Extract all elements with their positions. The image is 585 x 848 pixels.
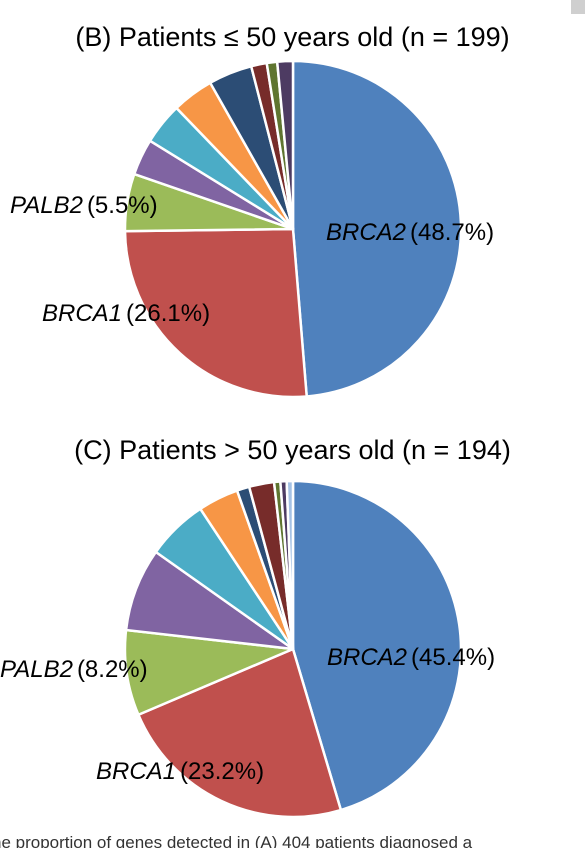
data-label-brca1-c: BRCA1 (23.2%) bbox=[96, 758, 264, 785]
pie-slice-brca2-c bbox=[291, 479, 463, 812]
figure-caption-fragment: he proportion of genes detected in (A) 4… bbox=[0, 833, 473, 848]
chart-title-b: (B) Patients ≤ 50 years old (n = 199) bbox=[75, 22, 510, 52]
pie-slice-brca2-b bbox=[291, 59, 463, 398]
pie-chart-b: BRCA2 (48.7%) BRCA1 (26.1%) PALB2 (5.5%) bbox=[10, 59, 494, 399]
corner-scrollbar-fragment bbox=[571, 0, 585, 14]
pie-chart-panel-b: (B) Patients ≤ 50 years old (n = 199) BR… bbox=[0, 0, 585, 410]
chart-title-c: (C) Patients > 50 years old (n = 194) bbox=[74, 435, 511, 465]
percent-value-brca2-b: (48.7%) bbox=[410, 219, 494, 246]
percent-value-brca1-c: (23.2%) bbox=[180, 758, 264, 785]
data-label-brca2-c: BRCA2 (45.4%) bbox=[327, 644, 495, 671]
data-label-palb2-c: PALB2 (8.2%) bbox=[0, 656, 148, 683]
pie-chart-panel-c: (C) Patients > 50 years old (n = 194) BR… bbox=[0, 420, 585, 820]
data-label-palb2-b: PALB2 (5.5%) bbox=[10, 192, 158, 219]
percent-value-brca1-b: (26.1%) bbox=[126, 300, 210, 327]
gene-name-brca1-c: BRCA1 bbox=[96, 758, 176, 785]
gene-name-brca2-c: BRCA2 bbox=[327, 644, 407, 671]
percent-value-palb2-c: (8.2%) bbox=[77, 656, 148, 683]
gene-name-palb2-c: PALB2 bbox=[0, 656, 73, 683]
gene-name-brca2-b: BRCA2 bbox=[326, 219, 406, 246]
pie-slice-other-10-c bbox=[285, 479, 295, 651]
pie-slice-brca1-c bbox=[137, 647, 343, 819]
percent-value-brca2-c: (45.4%) bbox=[411, 644, 495, 671]
gene-name-palb2-b: PALB2 bbox=[10, 192, 83, 219]
data-label-brca1-b: BRCA1 (26.1%) bbox=[42, 300, 210, 327]
gene-name-brca1-b: BRCA1 bbox=[42, 300, 122, 327]
pie-slice-palb2-c bbox=[123, 628, 295, 716]
pie-slice-brca1-b bbox=[123, 227, 308, 399]
percent-value-palb2-b: (5.5%) bbox=[87, 192, 158, 219]
pie-chart-c: BRCA2 (45.4%) BRCA1 (23.2%) PALB2 (8.2%) bbox=[0, 479, 495, 819]
pie-slice-other-9-b bbox=[275, 59, 295, 231]
data-label-brca2-b: BRCA2 (48.7%) bbox=[326, 219, 494, 246]
